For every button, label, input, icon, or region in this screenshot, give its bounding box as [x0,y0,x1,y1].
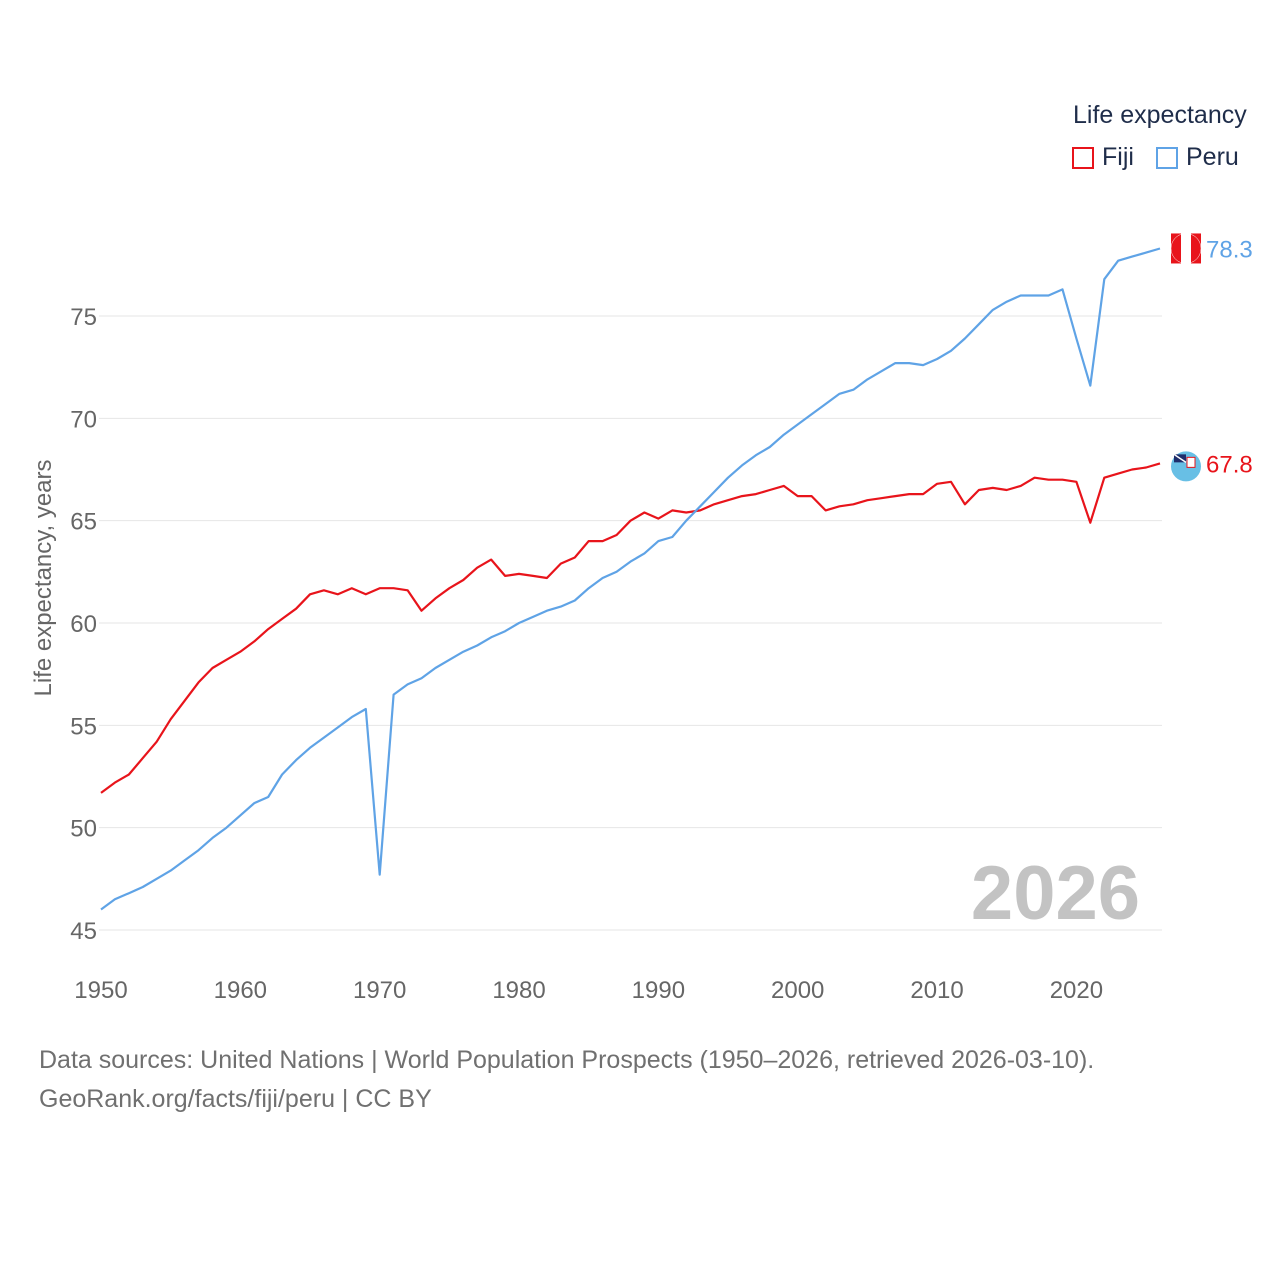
y-tick-label: 45 [70,918,97,945]
y-tick-label: 55 [70,713,97,740]
current-year-label: 2026 [970,851,1140,936]
y-axis-ticks: 45 50 55 60 65 70 75 [70,304,97,945]
x-tick-label: 2020 [1050,977,1103,1004]
x-tick-label: 2010 [910,977,963,1004]
x-tick-label: 1950 [74,977,127,1004]
source-link[interactable]: GeoRank.org/facts/fiji/peru | CC BY [39,1085,432,1113]
end-value-label-peru: 78.3 [1206,236,1253,263]
x-tick-label: 1970 [353,977,406,1004]
legend-swatch-peru [1156,146,1178,169]
x-tick-label: 1960 [214,977,267,1004]
legend-label-fiji: Fiji [1102,143,1134,171]
series-line-peru [100,247,1161,911]
end-value-label-fiji: 67.8 [1206,451,1253,478]
legend-label-peru: Peru [1186,143,1239,171]
series-line-fiji [100,462,1161,794]
series-end-markers: 67.8 78.3 [1170,233,1253,482]
grid-lines [99,315,1162,931]
source-note: Data sources: United Nations | World Pop… [39,1046,1095,1074]
x-tick-label: 2000 [771,977,824,1004]
y-tick-label: 65 [70,509,97,536]
y-tick-label: 70 [70,406,97,433]
legend-swatch-fiji [1072,146,1094,169]
x-tick-label: 1990 [632,977,685,1004]
x-axis-ticks: 1950 1960 1970 1980 1990 2000 2010 2020 [74,977,1103,1004]
fiji-flag-icon [1171,451,1201,482]
y-tick-label: 75 [70,304,97,331]
legend-title: Life expectancy [1073,101,1247,129]
y-tick-label: 60 [70,611,97,638]
series-lines [100,247,1161,911]
y-tick-label: 50 [70,816,97,843]
y-axis-label: Life expectancy, years [30,459,57,696]
legend-item-fiji[interactable]: Fiji [1072,143,1134,172]
legend-item-peru[interactable]: Peru [1156,143,1239,172]
x-tick-label: 1980 [492,977,545,1004]
peru-flag-icon [1170,233,1202,264]
